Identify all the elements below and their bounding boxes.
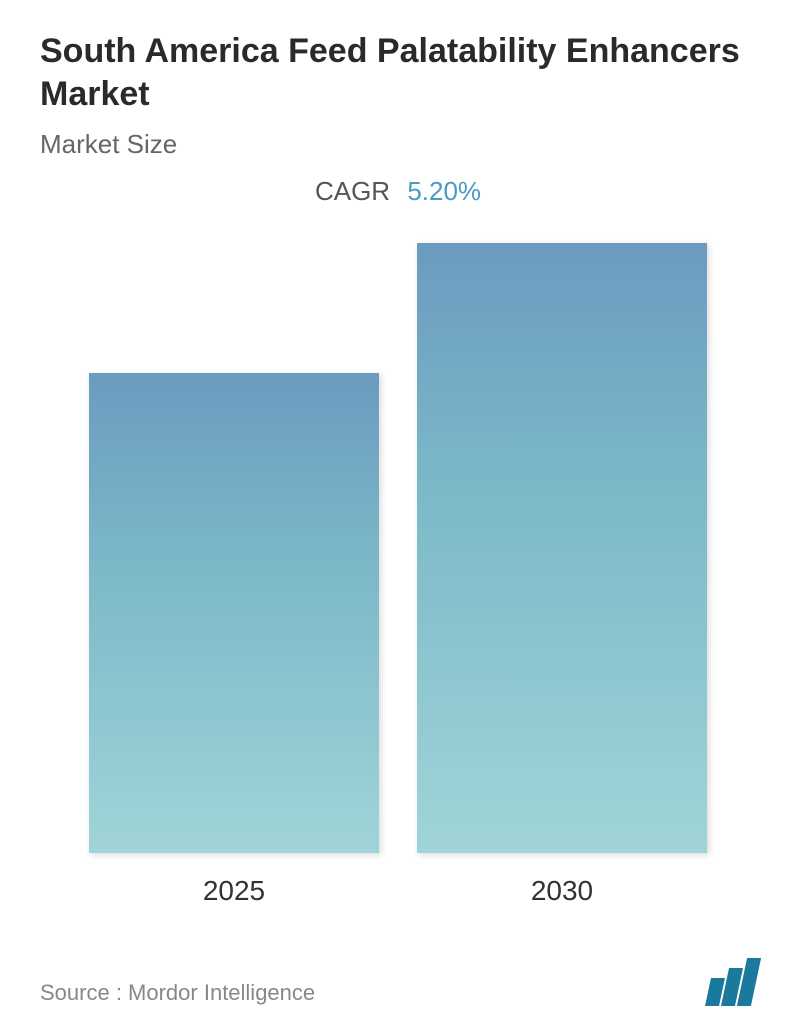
logo-bar-3 [737,958,761,1006]
bar-label-2025: 2025 [203,875,265,907]
chart-title: South America Feed Palatability Enhancer… [40,30,756,115]
logo-icon [708,958,756,1006]
cagr-row: CAGR 5.20% [40,176,756,207]
footer: Source : Mordor Intelligence [40,958,756,1006]
bar-label-2030: 2030 [531,875,593,907]
bar-2025 [89,373,379,853]
bar-group-2030: 2030 [417,243,707,907]
source-text: Source : Mordor Intelligence [40,980,315,1006]
chart-subtitle: Market Size [40,129,756,160]
bar-group-2025: 2025 [89,373,379,907]
bar-chart: 2025 2030 [40,257,756,907]
cagr-label: CAGR [315,176,390,206]
bar-2030 [417,243,707,853]
cagr-value: 5.20% [407,176,481,206]
